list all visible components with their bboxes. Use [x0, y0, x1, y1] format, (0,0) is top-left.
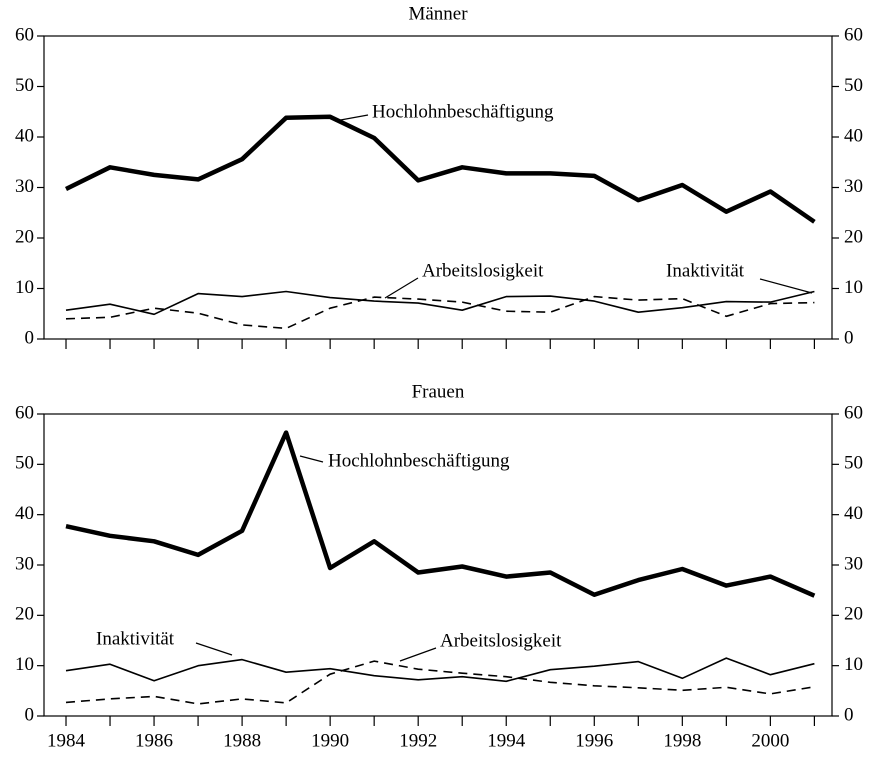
y-tick-label: 40 [15, 125, 34, 146]
y-tick-label: 50 [15, 453, 34, 474]
series-label: Hochlohnbeschäftigung [328, 450, 510, 471]
y2-tick-label: 40 [844, 125, 863, 146]
y2-tick-label: 10 [844, 654, 863, 675]
x-tick-label: 1990 [311, 730, 349, 751]
y2-tick-label: 50 [844, 453, 863, 474]
y-tick-label: 60 [15, 402, 34, 423]
y-tick-label: 0 [25, 704, 35, 725]
panel-title: Männer [408, 3, 468, 24]
y2-tick-label: 20 [844, 226, 863, 247]
y-tick-label: 20 [15, 604, 34, 625]
y-tick-label: 30 [15, 176, 34, 197]
y2-tick-label: 20 [844, 604, 863, 625]
line-series [65, 290, 815, 316]
x-tick-label: 2000 [751, 730, 789, 751]
line-series [65, 657, 815, 683]
line-series [65, 114, 816, 224]
x-tick-label: 1984 [47, 730, 86, 751]
annotation-leader [759, 278, 813, 294]
y2-tick-label: 40 [844, 503, 863, 524]
line-series [65, 660, 815, 705]
y2-tick-label: 30 [844, 176, 863, 197]
series-label: Inaktivität [96, 628, 175, 649]
x-tick-label: 1986 [135, 730, 173, 751]
x-tick-label: 1992 [399, 730, 437, 751]
x-tick-label: 1998 [663, 730, 701, 751]
line-series [65, 295, 815, 330]
y2-tick-label: 50 [844, 75, 863, 96]
series-label: Inaktivität [666, 260, 745, 281]
annotation-leader [195, 642, 233, 656]
annotation-leader [399, 647, 437, 662]
y-tick-label: 50 [15, 75, 34, 96]
series-label: Hochlohnbeschäftigung [372, 101, 554, 122]
annotation-leader [334, 114, 369, 122]
series-label: Arbeitslosigkeit [422, 260, 544, 281]
y-tick-label: 10 [15, 277, 34, 298]
y2-tick-label: 60 [844, 24, 863, 45]
series-label: Arbeitslosigkeit [440, 630, 562, 651]
panel-title: Frauen [412, 381, 465, 402]
y-tick-label: 0 [25, 327, 35, 348]
y-tick-label: 40 [15, 503, 34, 524]
x-tick-label: 1988 [223, 730, 261, 751]
x-tick-label: 1994 [487, 730, 526, 751]
y2-tick-label: 0 [844, 704, 854, 725]
plot-frame [43, 35, 833, 340]
y-tick-label: 10 [15, 654, 34, 675]
annotation-leader [384, 277, 419, 299]
y2-tick-label: 60 [844, 402, 863, 423]
y-tick-label: 20 [15, 226, 34, 247]
y-tick-label: 60 [15, 24, 34, 45]
x-tick-label: 1996 [575, 730, 613, 751]
y2-tick-label: 30 [844, 553, 863, 574]
line-series [65, 430, 816, 598]
annotation-leader [299, 455, 324, 463]
y2-tick-label: 10 [844, 277, 863, 298]
y2-tick-label: 0 [844, 327, 854, 348]
y-tick-label: 30 [15, 553, 34, 574]
